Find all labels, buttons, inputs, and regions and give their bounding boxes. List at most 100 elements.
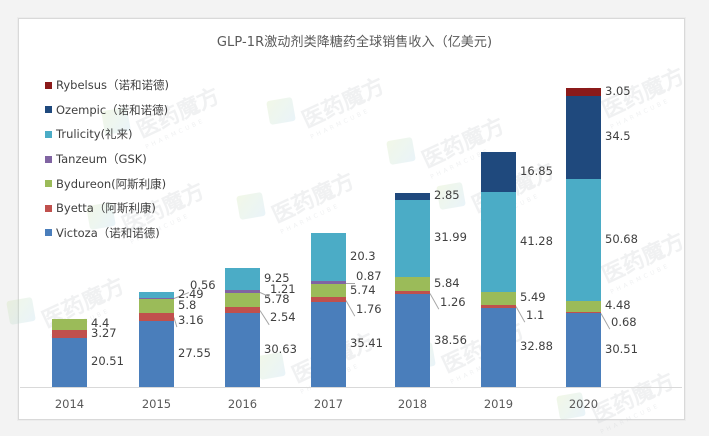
data-label: 1.1 (526, 308, 545, 323)
bar-segment (311, 301, 346, 387)
legend-label: Bydureon(阿斯利康) (56, 176, 167, 191)
bar-2019 (481, 0, 516, 409)
bar-segment (225, 307, 260, 314)
legend-item: Bydureon(阿斯利康) (45, 171, 169, 196)
bar-segment (225, 313, 260, 387)
data-label: 30.51 (605, 342, 638, 357)
bar-segment (481, 291, 516, 306)
legend-item: Byetta（阿斯利康) (45, 196, 169, 221)
data-label: 2.49 (178, 286, 204, 301)
bar-segment (139, 297, 174, 299)
bar-segment (395, 199, 430, 277)
x-tick-label: 2019 (483, 397, 514, 411)
bar-segment (566, 88, 601, 96)
bar-segment (225, 267, 260, 291)
bar-segment (566, 313, 601, 387)
data-label: 41.28 (520, 234, 553, 249)
plot-area: 20.51 3.27 4.4 2014 27.55 3.16 5.8 0.56 2.49 2015… (20, 0, 682, 411)
data-label: 4.4 (91, 316, 110, 331)
bar-segment (481, 192, 516, 292)
data-label: 1.26 (440, 294, 466, 309)
data-label: 3.16 (178, 312, 204, 327)
bar-segment (395, 291, 430, 295)
x-tick-label: 2015 (141, 397, 172, 411)
legend-item: Ozempic（诺和诺德) (45, 98, 169, 123)
bar-segment (395, 276, 430, 292)
bar-segment (311, 281, 346, 284)
legend-label: Trulicity(礼来) (56, 127, 133, 142)
x-tick-label: 2018 (397, 397, 428, 411)
bar-segment (139, 320, 174, 387)
legend-swatch-icon (45, 155, 52, 163)
legend-swatch-icon (45, 130, 52, 138)
bar-2020 (566, 0, 601, 409)
bar-segment (566, 301, 601, 312)
leader-line (346, 282, 355, 284)
data-label: 3.27 (91, 325, 117, 340)
legend-label: Ozempic（诺和诺德) (56, 102, 169, 117)
legend-label: Tanzeum（GSK) (56, 152, 147, 167)
bar-2017 (311, 0, 346, 409)
data-label: 31.99 (434, 230, 467, 245)
bar-segment (52, 329, 87, 338)
bar-segment (139, 312, 174, 321)
bar-segment (395, 294, 430, 387)
chart-title: GLP-1R激动剂类降糖药全球销售收入（亿美元) (216, 35, 493, 50)
legend-swatch-icon (45, 106, 52, 114)
legend-swatch-icon (45, 204, 52, 212)
data-label: 0.68 (611, 314, 637, 329)
data-label: 4.48 (605, 298, 631, 313)
bar-2018 (395, 0, 430, 409)
data-label: 20.3 (350, 249, 376, 264)
bar-segment (311, 283, 346, 298)
leader-line (429, 292, 440, 310)
data-label: 35.41 (350, 336, 383, 351)
legend-swatch-icon (45, 229, 52, 237)
legend-label: Byetta（阿斯利康) (56, 201, 156, 216)
bar-segment (139, 291, 174, 298)
legend-label: Victoza（诺和诺德) (56, 225, 160, 240)
data-label: 27.55 (178, 345, 211, 360)
data-label: 5.84 (434, 275, 460, 290)
data-label: 1.21 (270, 281, 296, 296)
data-label: 16.85 (520, 164, 553, 179)
bar-2015 (139, 0, 174, 409)
data-label: 0.87 (356, 268, 382, 283)
bar-segment (395, 192, 430, 200)
legend-item: Tanzeum（GSK) (45, 147, 169, 172)
bar-segment (566, 311, 601, 314)
bar-segment (566, 178, 601, 302)
data-label: 5.78 (264, 292, 290, 307)
data-label: 1.76 (356, 301, 382, 316)
data-label: 5.74 (350, 282, 376, 297)
x-tick-label: 2017 (313, 397, 344, 411)
leader-line (259, 310, 270, 325)
legend-item: Rybelsus（诺和诺德) (45, 73, 169, 98)
bar-2014 (52, 0, 87, 409)
data-label: 0.56 (190, 278, 216, 293)
bar-segment (139, 299, 174, 313)
legend-swatch-icon (45, 180, 52, 188)
legend-label: Rybelsus（诺和诺德) (56, 78, 169, 93)
bar-segment (566, 95, 601, 179)
data-label: 38.56 (434, 332, 467, 347)
x-tick-label: 2016 (227, 397, 258, 411)
x-tick-label: 2014 (54, 397, 85, 411)
data-label: 9.25 (264, 271, 290, 286)
leader-line (515, 306, 526, 324)
x-tick-label: 2020 (568, 397, 599, 411)
bar-segment (52, 337, 87, 387)
legend-swatch-icon (45, 81, 52, 89)
bar-segment (225, 293, 260, 308)
legend: Rybelsus（诺和诺德) Ozempic（诺和诺德) Trulicity(礼来)… (45, 73, 169, 245)
bar-segment (481, 305, 516, 308)
data-label: 32.88 (520, 339, 553, 354)
bar-segment (481, 307, 516, 387)
bar-2016 (225, 0, 260, 409)
data-label: 2.85 (434, 188, 460, 203)
x-axis-line (20, 387, 682, 388)
data-label: 2.54 (270, 310, 296, 325)
bar-segment (311, 232, 346, 282)
data-label: 20.51 (91, 354, 124, 369)
leader-line (600, 312, 611, 330)
